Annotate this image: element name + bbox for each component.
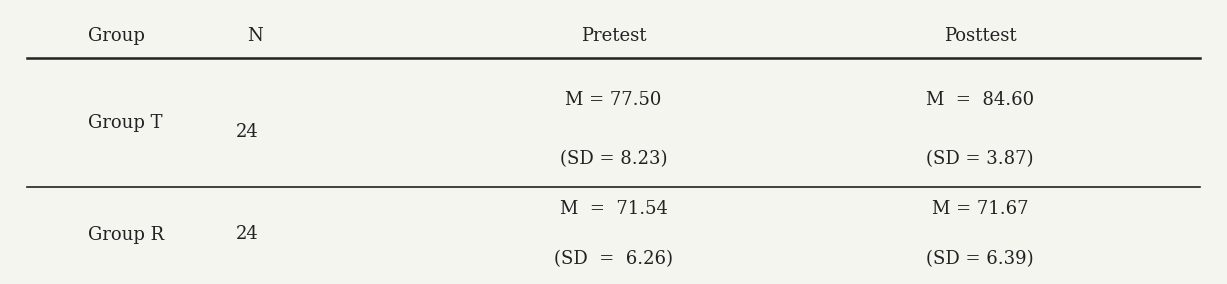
Text: N: N [247,27,263,45]
Text: Group T: Group T [88,114,163,131]
Text: Posttest: Posttest [944,27,1016,45]
Text: M = 77.50: M = 77.50 [566,91,661,109]
Text: (SD = 8.23): (SD = 8.23) [560,150,667,168]
Text: Pretest: Pretest [580,27,647,45]
Text: 24: 24 [236,225,259,243]
Text: (SD = 3.87): (SD = 3.87) [926,150,1033,168]
Text: M = 71.67: M = 71.67 [931,200,1028,218]
Text: M  =  84.60: M = 84.60 [926,91,1034,109]
Text: Group: Group [88,27,145,45]
Text: M  =  71.54: M = 71.54 [560,200,667,218]
Text: 24: 24 [236,123,259,141]
Text: (SD = 6.39): (SD = 6.39) [926,250,1033,268]
Text: (SD  =  6.26): (SD = 6.26) [555,250,672,268]
Text: Group R: Group R [88,226,164,244]
